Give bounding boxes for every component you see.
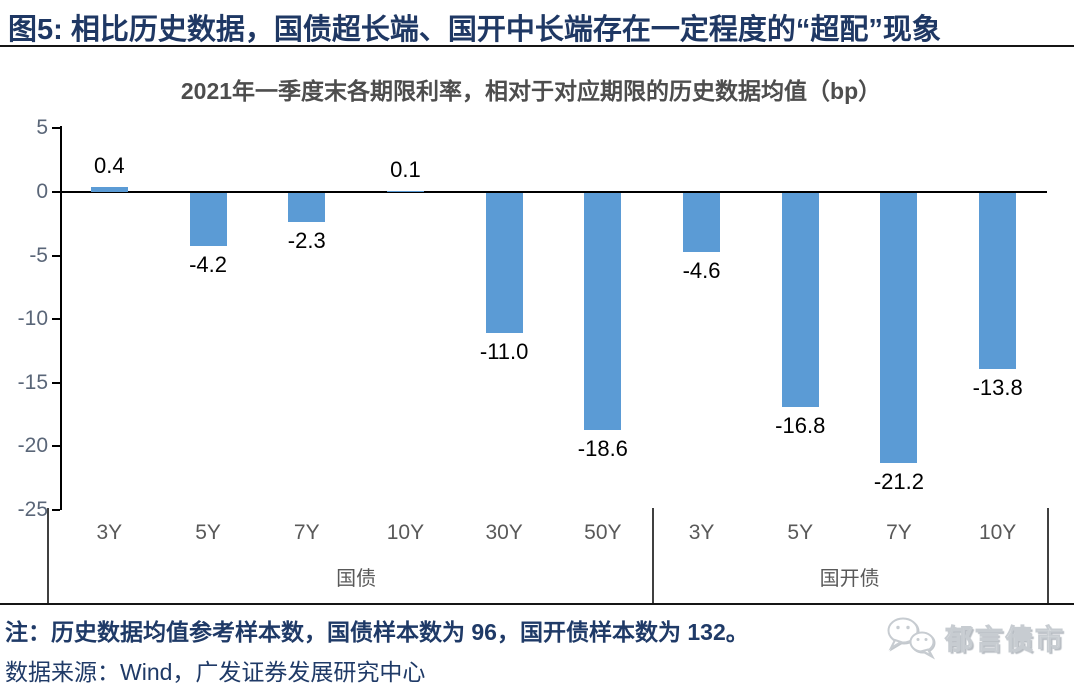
category-separator <box>1047 508 1049 603</box>
x-tick-label: 30Y <box>485 521 523 544</box>
bar-value-label: -4.6 <box>682 257 721 283</box>
y-tick-mark <box>52 191 60 193</box>
bar <box>584 193 622 430</box>
x-tick-label: 10Y <box>978 521 1017 544</box>
bar <box>683 193 721 252</box>
x-tick-label: 10Y <box>386 521 425 544</box>
bar-value-label: -13.8 <box>972 374 1023 400</box>
bar-value-label: 0.4 <box>94 152 125 178</box>
x-tick-label: 5Y <box>787 521 814 544</box>
axis-bottom-border <box>0 603 1074 605</box>
yuyan-bond-market-logo: 郁言债市 <box>885 608 1070 668</box>
y-tick-mark <box>52 509 60 511</box>
group-label: 国债 <box>336 568 377 590</box>
y-tick-label: -20 <box>17 434 48 458</box>
wechat-icon <box>887 617 935 659</box>
y-tick-label: -25 <box>17 498 48 521</box>
bar <box>288 193 326 223</box>
figure-source: 数据来源：Wind，广发证券发展研究中心 <box>5 659 426 685</box>
bar <box>485 193 523 333</box>
zero-axis-line <box>60 191 1047 193</box>
y-tick-label: -10 <box>17 307 48 331</box>
bar-value-label: -16.8 <box>775 412 826 438</box>
y-tick-label: 5 <box>36 116 48 140</box>
bar <box>880 193 918 463</box>
y-tick-mark <box>52 254 60 257</box>
x-tick-label: 50Y <box>584 521 622 544</box>
figure-title: 图5: 相比历史数据，国债超长端、国开中长端存在一定程度的“超配”现象 <box>8 14 941 46</box>
bar <box>189 193 227 247</box>
bar-value-label: -2.3 <box>287 228 326 254</box>
bar <box>386 190 424 192</box>
bar-value-label: 0.1 <box>390 156 421 182</box>
bar-value-label: -4.2 <box>189 252 227 278</box>
title-divider <box>0 45 1074 47</box>
y-tick-label: 0 <box>36 180 48 203</box>
y-tick-label: -5 <box>29 243 48 267</box>
x-tick-label: 3Y <box>688 521 715 544</box>
y-tick-mark <box>52 381 60 384</box>
x-tick-label: 5Y <box>195 521 221 544</box>
bar-value-label: -18.6 <box>577 435 628 461</box>
figure-note: 注：历史数据均值参考样本数，国债样本数为 96，国开债样本数为 132。 <box>5 619 749 645</box>
x-tick-label: 3Y <box>96 521 123 544</box>
bar-value-label: -21.2 <box>873 468 925 494</box>
y-tick-mark <box>52 318 60 321</box>
x-tick-label: 7Y <box>886 521 912 544</box>
bar <box>979 193 1017 369</box>
bar-value-label: -11.0 <box>479 338 529 364</box>
x-tick-label: 7Y <box>293 521 320 544</box>
y-tick-label: -15 <box>17 370 48 394</box>
bar <box>90 186 128 192</box>
bar <box>781 193 819 407</box>
chart-title: 2021年一季度末各期限利率，相对于对应期限的历史数据均值（bp） <box>180 78 882 104</box>
value-axis-line <box>60 126 62 510</box>
category-separator <box>47 508 49 603</box>
y-tick-mark <box>52 445 60 448</box>
logo-text: 郁言债市 <box>944 624 1066 656</box>
category-separator <box>652 508 655 603</box>
group-label: 国开债 <box>819 568 880 590</box>
y-tick-mark <box>52 127 60 130</box>
